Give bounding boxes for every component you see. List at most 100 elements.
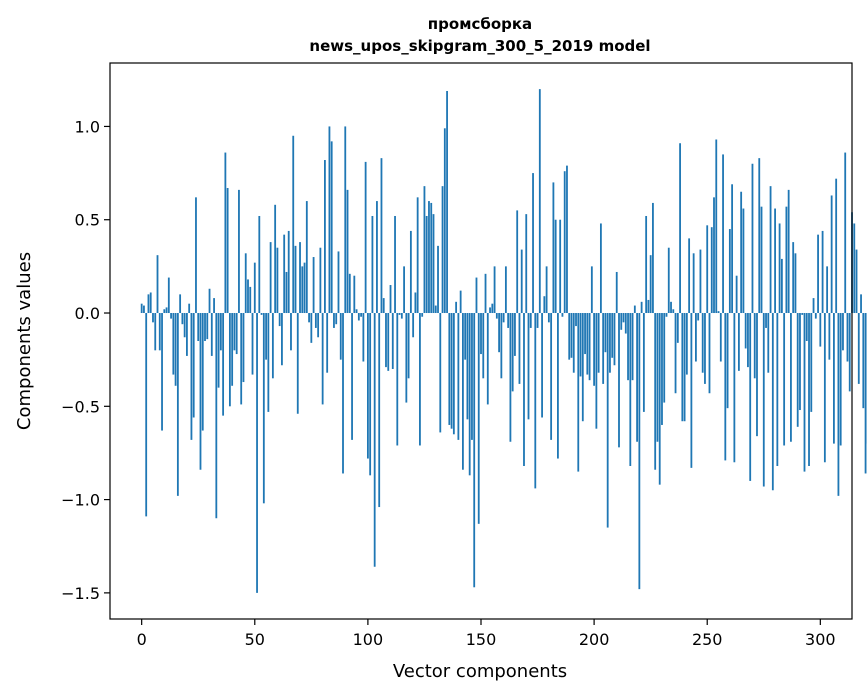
bar-180 — [547, 313, 550, 323]
bar-308 — [837, 313, 840, 496]
bar-93 — [351, 313, 353, 440]
bar-293 — [803, 313, 806, 472]
bar-292 — [801, 313, 804, 315]
x-tick-label: 250 — [692, 630, 723, 649]
bar-108 — [385, 313, 387, 368]
bar-12 — [167, 277, 170, 314]
bar-95 — [355, 309, 358, 314]
bar-266 — [742, 208, 745, 314]
bar-202 — [597, 313, 600, 373]
bar-267 — [744, 313, 747, 349]
bar-239 — [681, 313, 684, 422]
bar-307 — [835, 178, 838, 314]
bar-318 — [860, 294, 862, 314]
bar-249 — [704, 313, 706, 384]
bar-233 — [667, 247, 670, 314]
bar-56 — [267, 313, 270, 412]
bar-183 — [554, 219, 557, 314]
y-tick-label: −1.0 — [61, 491, 100, 510]
bar-46 — [244, 253, 247, 314]
bar-290 — [796, 313, 799, 427]
bar-87 — [337, 251, 340, 314]
bar-69 — [296, 313, 299, 414]
bar-0 — [140, 303, 143, 314]
bar-217 — [631, 313, 634, 381]
bar-195 — [581, 313, 584, 422]
bar-132 — [439, 313, 442, 433]
bar-223 — [645, 215, 648, 314]
bar-295 — [808, 313, 810, 466]
bar-224 — [647, 299, 650, 314]
bar-187 — [563, 171, 566, 314]
bar-269 — [749, 313, 752, 481]
bar-81 — [324, 160, 326, 314]
bar-148 — [475, 277, 478, 314]
bar-194 — [579, 313, 582, 377]
bar-142 — [462, 313, 464, 470]
bar-263 — [735, 275, 738, 314]
bar-173 — [532, 173, 534, 314]
bar-64 — [285, 271, 288, 314]
bar-4 — [149, 292, 152, 314]
bar-54 — [262, 313, 265, 504]
bar-30 — [208, 288, 211, 314]
bar-231 — [663, 313, 666, 403]
bar-227 — [654, 313, 657, 470]
bar-76 — [312, 257, 315, 314]
bar-59 — [274, 204, 277, 314]
bar-230 — [661, 313, 663, 425]
bar-152 — [484, 273, 487, 314]
bar-43 — [238, 189, 240, 314]
bar-156 — [493, 266, 496, 314]
bar-178 — [543, 296, 546, 314]
bar-122 — [416, 197, 419, 314]
bar-255 — [717, 311, 720, 314]
bar-232 — [665, 313, 668, 317]
bar-208 — [611, 313, 614, 358]
bar-99 — [364, 161, 367, 314]
bar-119 — [409, 230, 412, 314]
bar-277 — [767, 313, 770, 373]
bar-163 — [509, 313, 512, 442]
bar-38 — [226, 188, 229, 314]
bar-209 — [613, 313, 616, 366]
bar-150 — [480, 313, 482, 355]
bar-298 — [814, 313, 817, 319]
bar-244 — [692, 253, 695, 314]
bar-9 — [161, 313, 163, 431]
bar-89 — [342, 313, 344, 474]
bar-80 — [321, 313, 324, 405]
bar-136 — [448, 313, 451, 425]
bar-74 — [308, 313, 310, 323]
bar-52 — [258, 215, 261, 314]
bar-222 — [642, 313, 645, 412]
bar-53 — [260, 313, 263, 315]
bar-91 — [346, 189, 349, 314]
bar-302 — [823, 313, 826, 463]
bar-133 — [441, 186, 444, 314]
bar-250 — [706, 225, 709, 314]
bar-33 — [215, 313, 218, 519]
bar-215 — [627, 313, 629, 381]
x-tick-label: 0 — [137, 630, 147, 649]
bar-253 — [713, 197, 715, 314]
bar-109 — [387, 313, 390, 371]
bar-40 — [231, 313, 234, 386]
bar-262 — [733, 313, 736, 463]
bar-204 — [602, 313, 605, 384]
bar-97 — [360, 313, 363, 317]
bar-184 — [557, 313, 559, 459]
bar-241 — [685, 313, 688, 375]
bar-62 — [281, 313, 283, 366]
bar-264 — [737, 313, 740, 371]
bar-65 — [287, 230, 290, 314]
bar-18 — [181, 313, 184, 325]
bar-131 — [437, 245, 439, 314]
bar-107 — [382, 298, 385, 314]
bar-214 — [624, 313, 627, 334]
bar-317 — [857, 313, 860, 384]
bar-5 — [152, 313, 154, 323]
bar-312 — [846, 313, 849, 362]
bar-186 — [561, 313, 564, 317]
